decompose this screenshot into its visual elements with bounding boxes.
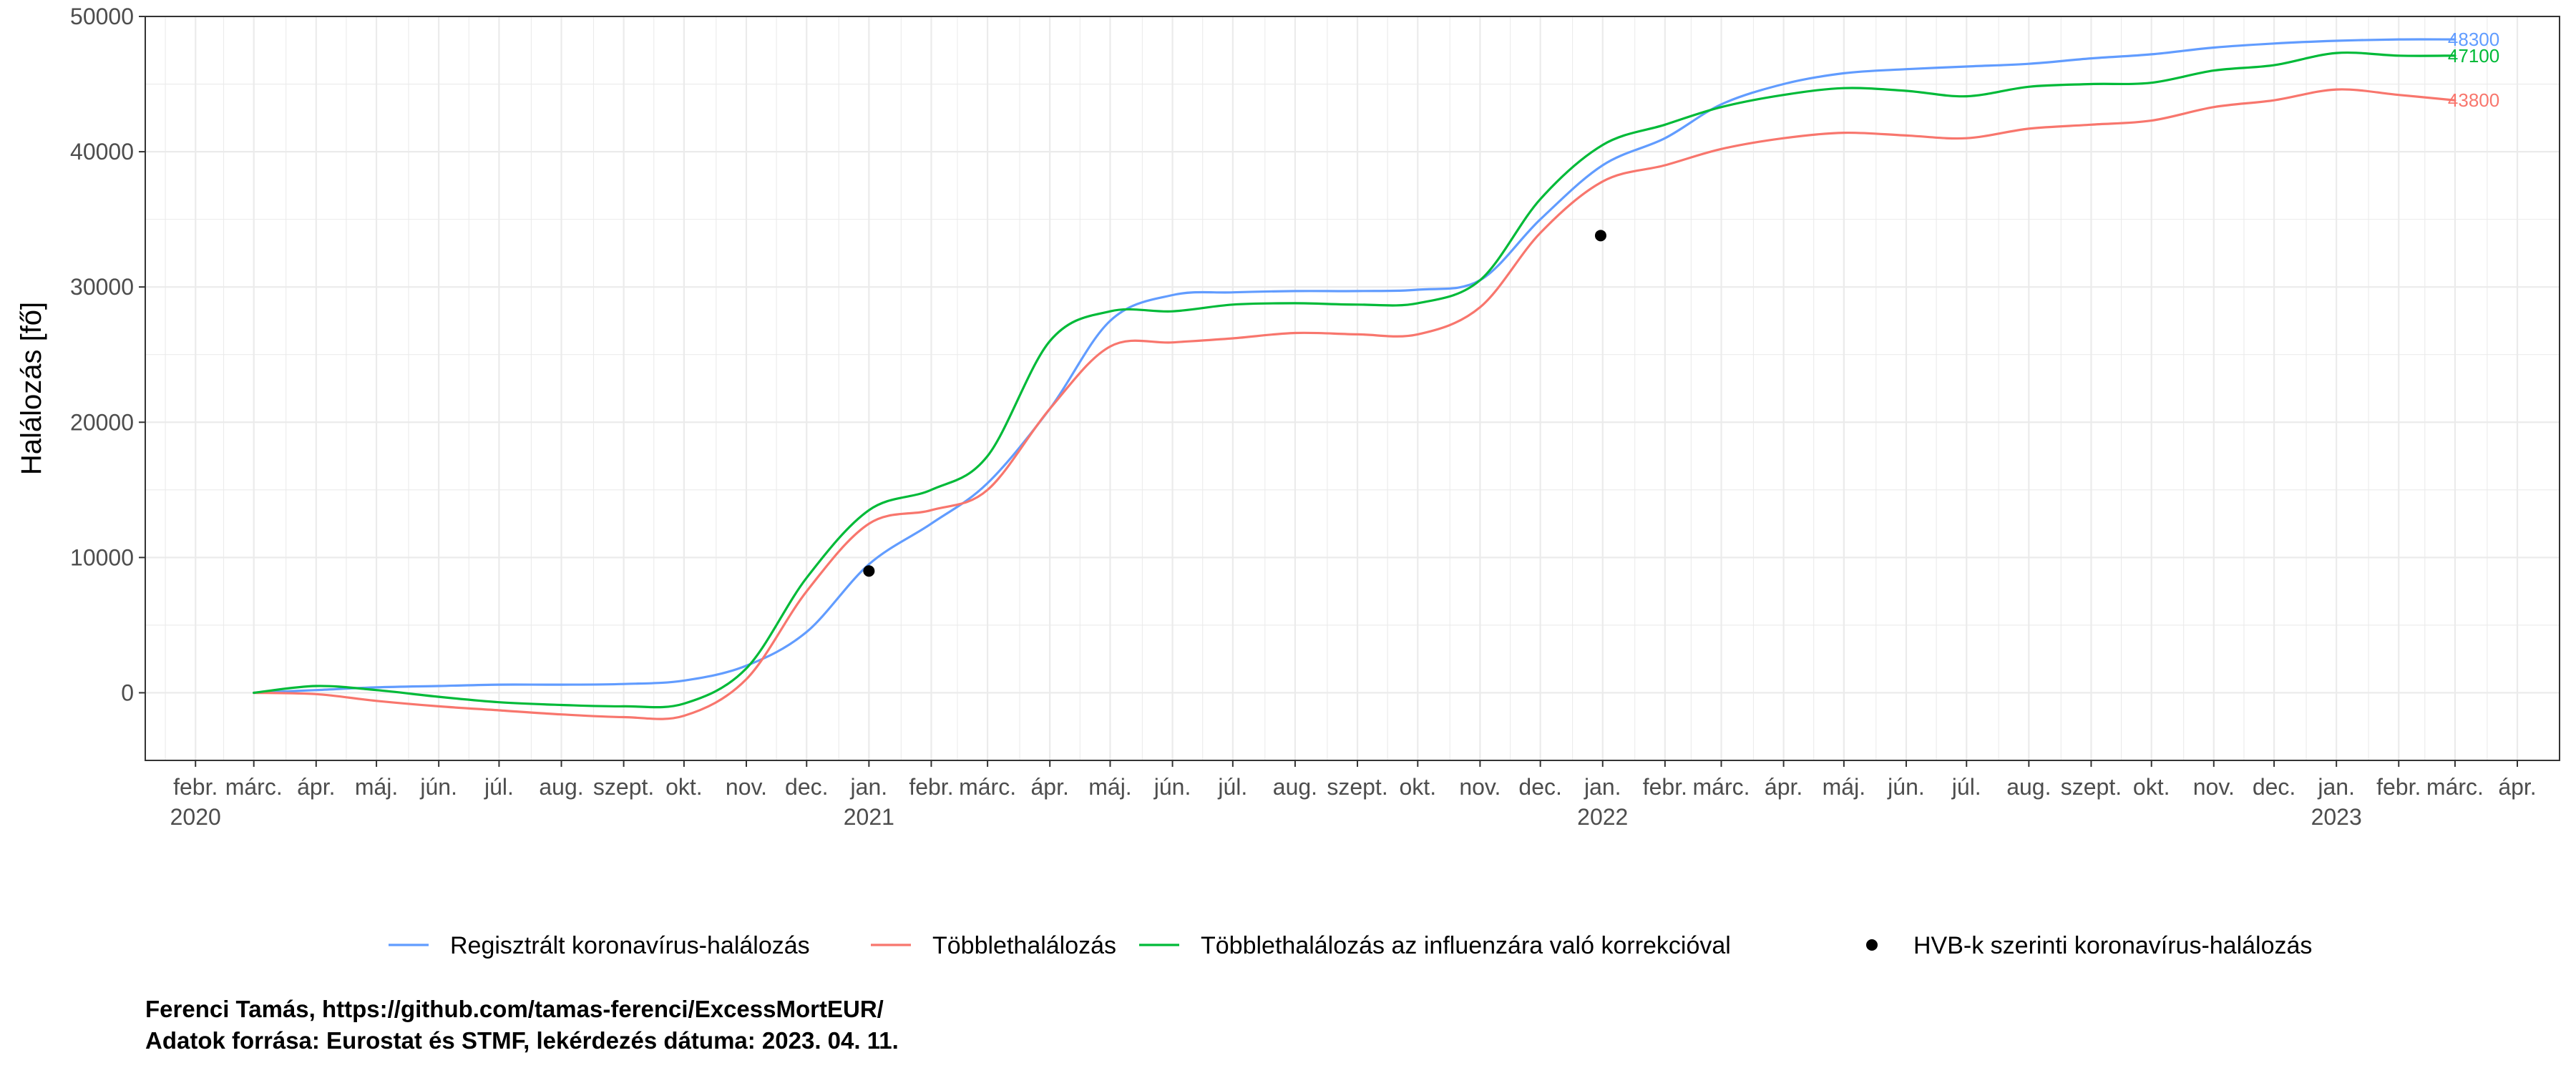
x-tick-label: júl. (484, 774, 514, 800)
panel-border (145, 16, 2560, 761)
x-tick-label: aug. (2006, 774, 2051, 800)
y-tick-label: 20000 (70, 409, 134, 435)
x-tick-label: jún. (1153, 774, 1191, 800)
x-tick-label: febr. (1643, 774, 1687, 800)
x-tick-label: nov. (1459, 774, 1501, 800)
x-tick-label: ápr. (297, 774, 335, 800)
x-tick-label: febr. (909, 774, 953, 800)
x-tick-label: jan. (2317, 774, 2355, 800)
legend-key-point (1866, 939, 1878, 951)
x-tick-label: máj. (355, 774, 398, 800)
x-year-label: 2021 (844, 804, 894, 830)
x-tick-label: jún. (419, 774, 457, 800)
x-tick-label: márc. (959, 774, 1016, 800)
x-tick-label: ápr. (2498, 774, 2536, 800)
caption-source: Adatok forrása: Eurostat és STMF, lekérd… (145, 1027, 899, 1054)
legend-label: Regisztrált koronavírus-halálozás (450, 932, 810, 959)
x-tick-label: okt. (1400, 774, 1437, 800)
x-tick-label: szept. (1327, 774, 1387, 800)
legend-label: HVB-k szerinti koronavírus-halálozás (1913, 932, 2312, 959)
end-label: 48300 (2448, 29, 2499, 50)
x-tick-label: ápr. (1031, 774, 1069, 800)
end-label: 47100 (2448, 45, 2499, 67)
end-labels: 48300 43800 47100 (2448, 29, 2499, 111)
x-year-label: 2023 (2311, 804, 2362, 830)
x-tick-label: márc. (1693, 774, 1750, 800)
y-tick-label: 30000 (70, 274, 134, 300)
x-tick-label: febr. (2376, 774, 2421, 800)
x-tick-label: júl. (1951, 774, 1981, 800)
x-tick-label: jan. (850, 774, 888, 800)
x-tick-label: márc. (225, 774, 283, 800)
x-axis: febr. márc. ápr. máj. jún. júl. aug. szept. okt.… (170, 760, 2537, 830)
x-tick-label: máj. (1823, 774, 1865, 800)
y-tick-label: 10000 (70, 544, 134, 570)
x-tick-label: aug. (539, 774, 583, 800)
x-tick-label: jún. (1887, 774, 1925, 800)
x-year-label: 2022 (1577, 804, 1628, 830)
y-tick-label: 40000 (70, 139, 134, 165)
y-tick-label: 50000 (70, 4, 134, 29)
x-tick-label: dec. (2253, 774, 2296, 800)
series-lines (253, 38, 2457, 720)
x-tick-label: nov. (726, 774, 767, 800)
end-label: 43800 (2448, 89, 2499, 111)
x-tick-label: aug. (1273, 774, 1317, 800)
y-axis: 0 10000 20000 30000 40000 50000 (70, 4, 145, 705)
x-tick-label: ápr. (1765, 774, 1802, 800)
caption-author: Ferenci Tamás, https://github.com/tamas-… (145, 996, 884, 1022)
x-tick-label: jan. (1584, 774, 1621, 800)
x-tick-label: febr. (173, 774, 218, 800)
x-tick-label: okt. (2133, 774, 2170, 800)
x-year-label: 2020 (170, 804, 221, 830)
x-tick-label: okt. (665, 774, 703, 800)
x-tick-label: dec. (1518, 774, 1561, 800)
x-tick-label: szept. (593, 774, 654, 800)
hvb-points (863, 230, 1606, 577)
x-tick-label: dec. (785, 774, 828, 800)
legend: Regisztrált koronavírus-halálozás Többlet… (389, 932, 2312, 959)
legend-label: Többlethalálozás (932, 932, 1116, 959)
legend-label: Többlethalálozás az influenzára való kor… (1201, 932, 1731, 959)
hvb-point (1594, 230, 1606, 242)
x-tick-label: júl. (1217, 774, 1247, 800)
y-axis-title: Halálozás [fő] (16, 302, 47, 475)
series-line-excess-flu-corrected (253, 51, 2457, 709)
series-line-registered-covid (253, 38, 2457, 695)
series-line-excess (253, 88, 2457, 720)
x-tick-label: nov. (2193, 774, 2235, 800)
x-tick-label: máj. (1088, 774, 1131, 800)
y-tick-label: 0 (121, 680, 134, 705)
x-tick-label: márc. (2426, 774, 2484, 800)
hvb-point (863, 565, 875, 577)
x-tick-label: szept. (2061, 774, 2122, 800)
